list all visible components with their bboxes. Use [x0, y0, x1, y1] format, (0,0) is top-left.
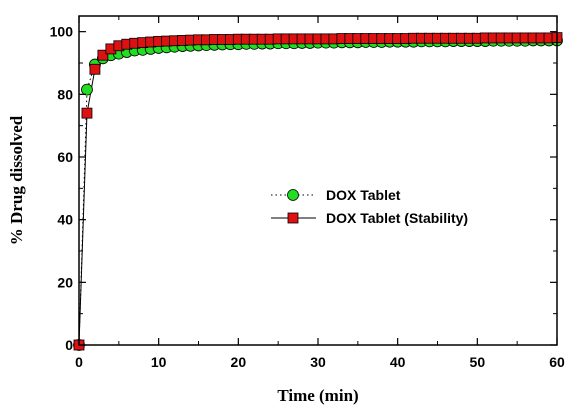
legend-label-dox-tablet-stability: DOX Tablet (Stability): [326, 210, 468, 226]
series-layer: [73, 32, 563, 351]
y-tick-label: 60: [57, 149, 73, 165]
y-tick-label: 40: [57, 212, 73, 228]
x-axis-title: Time (min): [277, 386, 358, 405]
legend-marker-dox-tablet-stability: [287, 212, 299, 224]
y-tick-label: 0: [65, 337, 73, 353]
x-tick-label: 50: [470, 354, 486, 370]
y-tick-label: 20: [57, 274, 73, 290]
legend-marker-dox-tablet: [287, 189, 299, 201]
x-tick-label: 10: [151, 354, 167, 370]
y-tick-label: 80: [57, 86, 73, 102]
data-point-dox-tablet-stability: [81, 107, 93, 119]
x-tick-label: 60: [549, 354, 565, 370]
y-axis-title: % Drug dissolved: [7, 115, 26, 245]
data-point-dox-tablet-stability: [97, 49, 109, 61]
data-point-dox-tablet: [81, 83, 93, 96]
x-tick-label: 40: [390, 354, 406, 370]
legend: DOX Tablet DOX Tablet (Stability): [271, 187, 468, 226]
y-tick-label: 100: [50, 24, 74, 40]
x-tick-label: 20: [231, 354, 247, 370]
x-tick-label: 0: [75, 354, 83, 370]
plot-frame: [78, 15, 558, 346]
series-line-dox-tablet: [78, 39, 557, 346]
axes-layer: 0 10 20 30 40 50 60 0 20 40 60 80 100: [50, 16, 565, 370]
data-point-dox-tablet-stability: [89, 63, 101, 75]
legend-label-dox-tablet: DOX Tablet: [326, 187, 401, 203]
x-tick-label: 30: [310, 354, 326, 370]
series-line-dox-tablet-stability: [78, 37, 558, 346]
